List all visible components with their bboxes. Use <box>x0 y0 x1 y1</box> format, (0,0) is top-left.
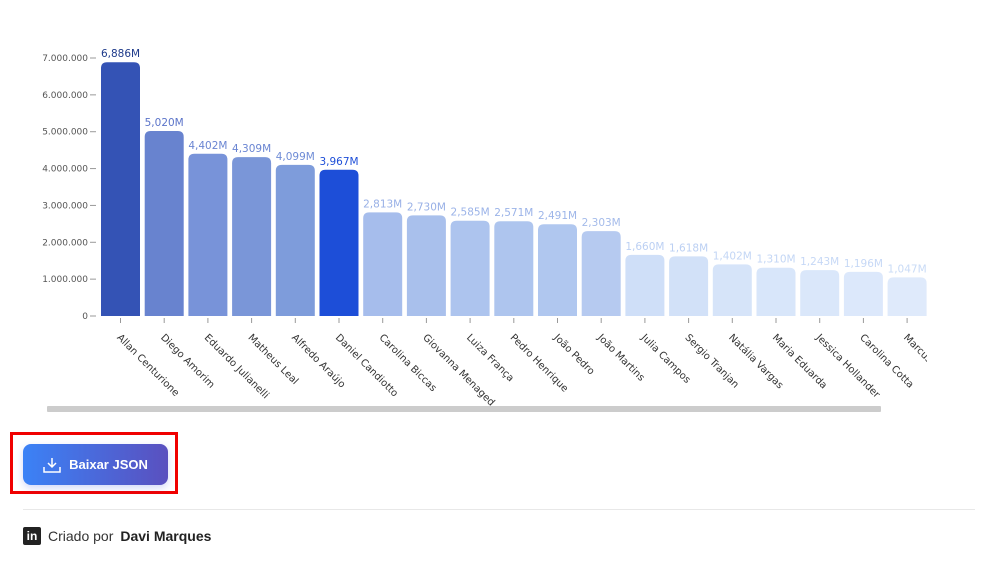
data-label: 2,303M <box>582 217 621 229</box>
data-label: 2,813M <box>363 198 402 210</box>
bar[interactable] <box>538 224 577 316</box>
data-label: 2,571M <box>494 207 533 219</box>
y-tick-label: 0 <box>82 312 88 322</box>
download-json-button[interactable]: Baixar JSON <box>23 444 168 485</box>
x-tick-label: Giovanna Menaged <box>420 332 496 408</box>
bar[interactable] <box>494 221 534 316</box>
data-label: 4,099M <box>276 151 315 163</box>
data-label: 1,047M <box>888 263 927 275</box>
data-label: 1,196M <box>844 258 883 270</box>
highlight-box <box>10 432 178 494</box>
footer-author[interactable]: Davi Marques <box>120 528 212 544</box>
footer-prefix: Criado por <box>48 528 114 544</box>
bar[interactable] <box>669 256 709 316</box>
y-tick-label: 7.000.000 <box>42 54 88 64</box>
chart-horizontal-scrollbar[interactable] <box>47 406 881 412</box>
data-label: 2,585M <box>451 207 490 219</box>
bar[interactable] <box>843 271 883 316</box>
data-label: 2,491M <box>538 210 577 222</box>
bar[interactable] <box>232 157 272 316</box>
x-tick-label: João Pedro <box>551 332 597 378</box>
bar[interactable] <box>101 62 140 316</box>
data-label: 1,310M <box>756 254 795 266</box>
y-tick-label: 1.000.000 <box>42 275 88 285</box>
bar[interactable] <box>144 130 184 316</box>
bar[interactable] <box>887 277 927 316</box>
bar[interactable] <box>625 254 665 316</box>
download-json-label: Baixar JSON <box>69 457 148 472</box>
bar[interactable] <box>756 267 796 316</box>
bar[interactable] <box>581 231 621 316</box>
data-label: 1,243M <box>800 256 839 268</box>
data-label: 4,309M <box>232 143 271 155</box>
bar[interactable] <box>363 212 403 316</box>
x-tick-label: Marcus <box>901 332 934 365</box>
bar[interactable] <box>275 164 315 316</box>
y-tick-label: 2.000.000 <box>42 238 88 248</box>
data-label: 3,967M <box>319 156 358 168</box>
bar[interactable] <box>319 169 359 316</box>
linkedin-icon[interactable]: in <box>23 527 41 545</box>
data-label: 2,730M <box>407 201 446 213</box>
data-label: 5,020M <box>145 117 184 129</box>
divider <box>23 509 975 510</box>
footer: in Criado por Davi Marques <box>23 527 211 545</box>
y-tick-label: 5.000.000 <box>42 128 88 138</box>
data-label: 6,886M <box>101 48 140 60</box>
y-tick-label: 6.000.000 <box>42 91 88 101</box>
bar[interactable] <box>712 264 752 316</box>
bar[interactable] <box>188 153 228 316</box>
data-label: 1,660M <box>625 241 664 253</box>
bar-chart: 0 1.000.000 2.000.000 3.000.000 4.000.000 5.0… <box>42 48 934 408</box>
data-label: 1,618M <box>669 242 708 254</box>
y-tick-label: 3.000.000 <box>42 201 88 211</box>
download-icon <box>43 457 61 473</box>
data-label: 1,402M <box>713 250 752 262</box>
bar[interactable] <box>406 215 446 316</box>
y-tick-label: 4.000.000 <box>42 165 88 175</box>
bar[interactable] <box>800 270 840 316</box>
bar[interactable] <box>450 220 490 316</box>
data-label: 4,402M <box>188 140 227 152</box>
